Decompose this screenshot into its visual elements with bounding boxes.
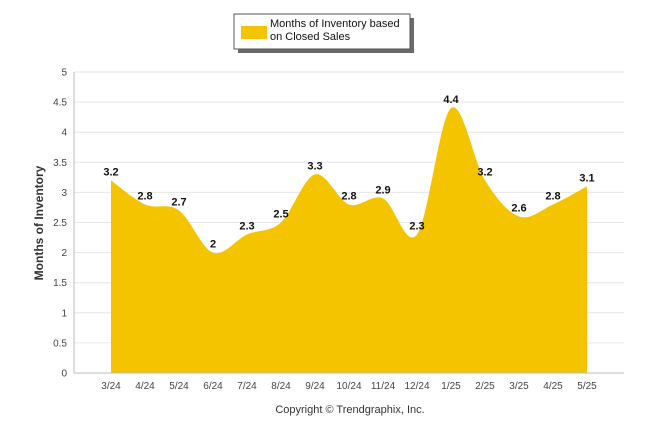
legend-label-line2: on Closed Sales — [270, 31, 351, 43]
y-tick-labels: 0 0.5 1 1.5 2 2.5 3 3.5 4 4.5 5 — [53, 68, 67, 380]
x-tick-label: 5/24 — [169, 381, 189, 392]
series-area — [111, 107, 587, 374]
x-tick-label: 2/25 — [475, 381, 495, 392]
data-label: 3.2 — [477, 166, 492, 178]
y-tick-label: 0.5 — [53, 338, 67, 349]
x-tick-label: 12/24 — [404, 381, 429, 392]
data-labels: 3.2 2.8 2.7 2 2.3 2.5 3.3 2.8 2.9 2.3 4.4 3.2 2.6 2.8… — [103, 94, 594, 250]
x-tick-label: 5/25 — [577, 381, 597, 392]
data-label: 2.5 — [273, 209, 288, 221]
data-label: 3.3 — [307, 160, 322, 172]
x-tick-label: 4/24 — [135, 381, 155, 392]
y-tick-label: 1.5 — [53, 278, 67, 289]
y-tick-label: 0 — [61, 369, 67, 380]
data-label: 2.8 — [137, 190, 152, 202]
legend: Months of Inventory based on Closed Sale… — [233, 13, 414, 53]
y-tick-label: 2.5 — [53, 218, 67, 229]
y-tick-label: 4.5 — [53, 98, 67, 109]
x-tick-label: 9/24 — [305, 381, 325, 392]
copyright-footer: Copyright © Trendgraphix, Inc. — [275, 404, 424, 416]
x-tick-label: 1/25 — [441, 381, 461, 392]
x-tick-label: 3/24 — [101, 381, 121, 392]
axes — [73, 72, 624, 374]
data-label: 2.7 — [171, 196, 186, 208]
y-tick-label: 5 — [61, 68, 67, 79]
data-label: 3.2 — [103, 166, 118, 178]
data-label: 3.1 — [579, 172, 594, 184]
data-label: 2.3 — [409, 221, 424, 233]
x-tick-labels: 3/24 4/24 5/24 6/24 7/24 8/24 9/24 10/24 11/24 12… — [101, 381, 597, 392]
y-tick-label: 3.5 — [53, 158, 67, 169]
data-label: 2.8 — [341, 190, 356, 202]
data-label: 2.9 — [375, 184, 390, 196]
x-tick-label: 3/25 — [509, 381, 529, 392]
y-tick-label: 2 — [61, 248, 67, 259]
x-tick-label: 11/24 — [371, 381, 396, 392]
x-tick-label: 10/24 — [336, 381, 361, 392]
series-area-group — [111, 107, 587, 374]
y-tick-label: 4 — [61, 128, 67, 139]
data-label: 4.4 — [443, 94, 459, 106]
x-tick-label: 7/24 — [237, 381, 257, 392]
x-tick-label: 6/24 — [203, 381, 223, 392]
y-axis-title: Months of Inventory — [32, 165, 46, 280]
legend-swatch — [241, 26, 267, 39]
y-tick-label: 1 — [61, 308, 67, 319]
x-tick-label: 4/25 — [543, 381, 563, 392]
data-label: 2.6 — [511, 202, 526, 214]
data-label: 2 — [210, 239, 216, 251]
data-label: 2.8 — [545, 190, 560, 202]
legend-label-line1: Months of Inventory based — [270, 18, 400, 30]
x-tick-label: 8/24 — [271, 381, 291, 392]
data-label: 2.3 — [239, 221, 254, 233]
y-tick-label: 3 — [61, 188, 67, 199]
